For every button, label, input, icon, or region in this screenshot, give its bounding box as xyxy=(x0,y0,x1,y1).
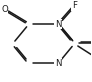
Text: N: N xyxy=(55,59,61,68)
Text: O: O xyxy=(1,5,8,14)
Text: N: N xyxy=(55,20,61,29)
Text: F: F xyxy=(72,1,77,10)
